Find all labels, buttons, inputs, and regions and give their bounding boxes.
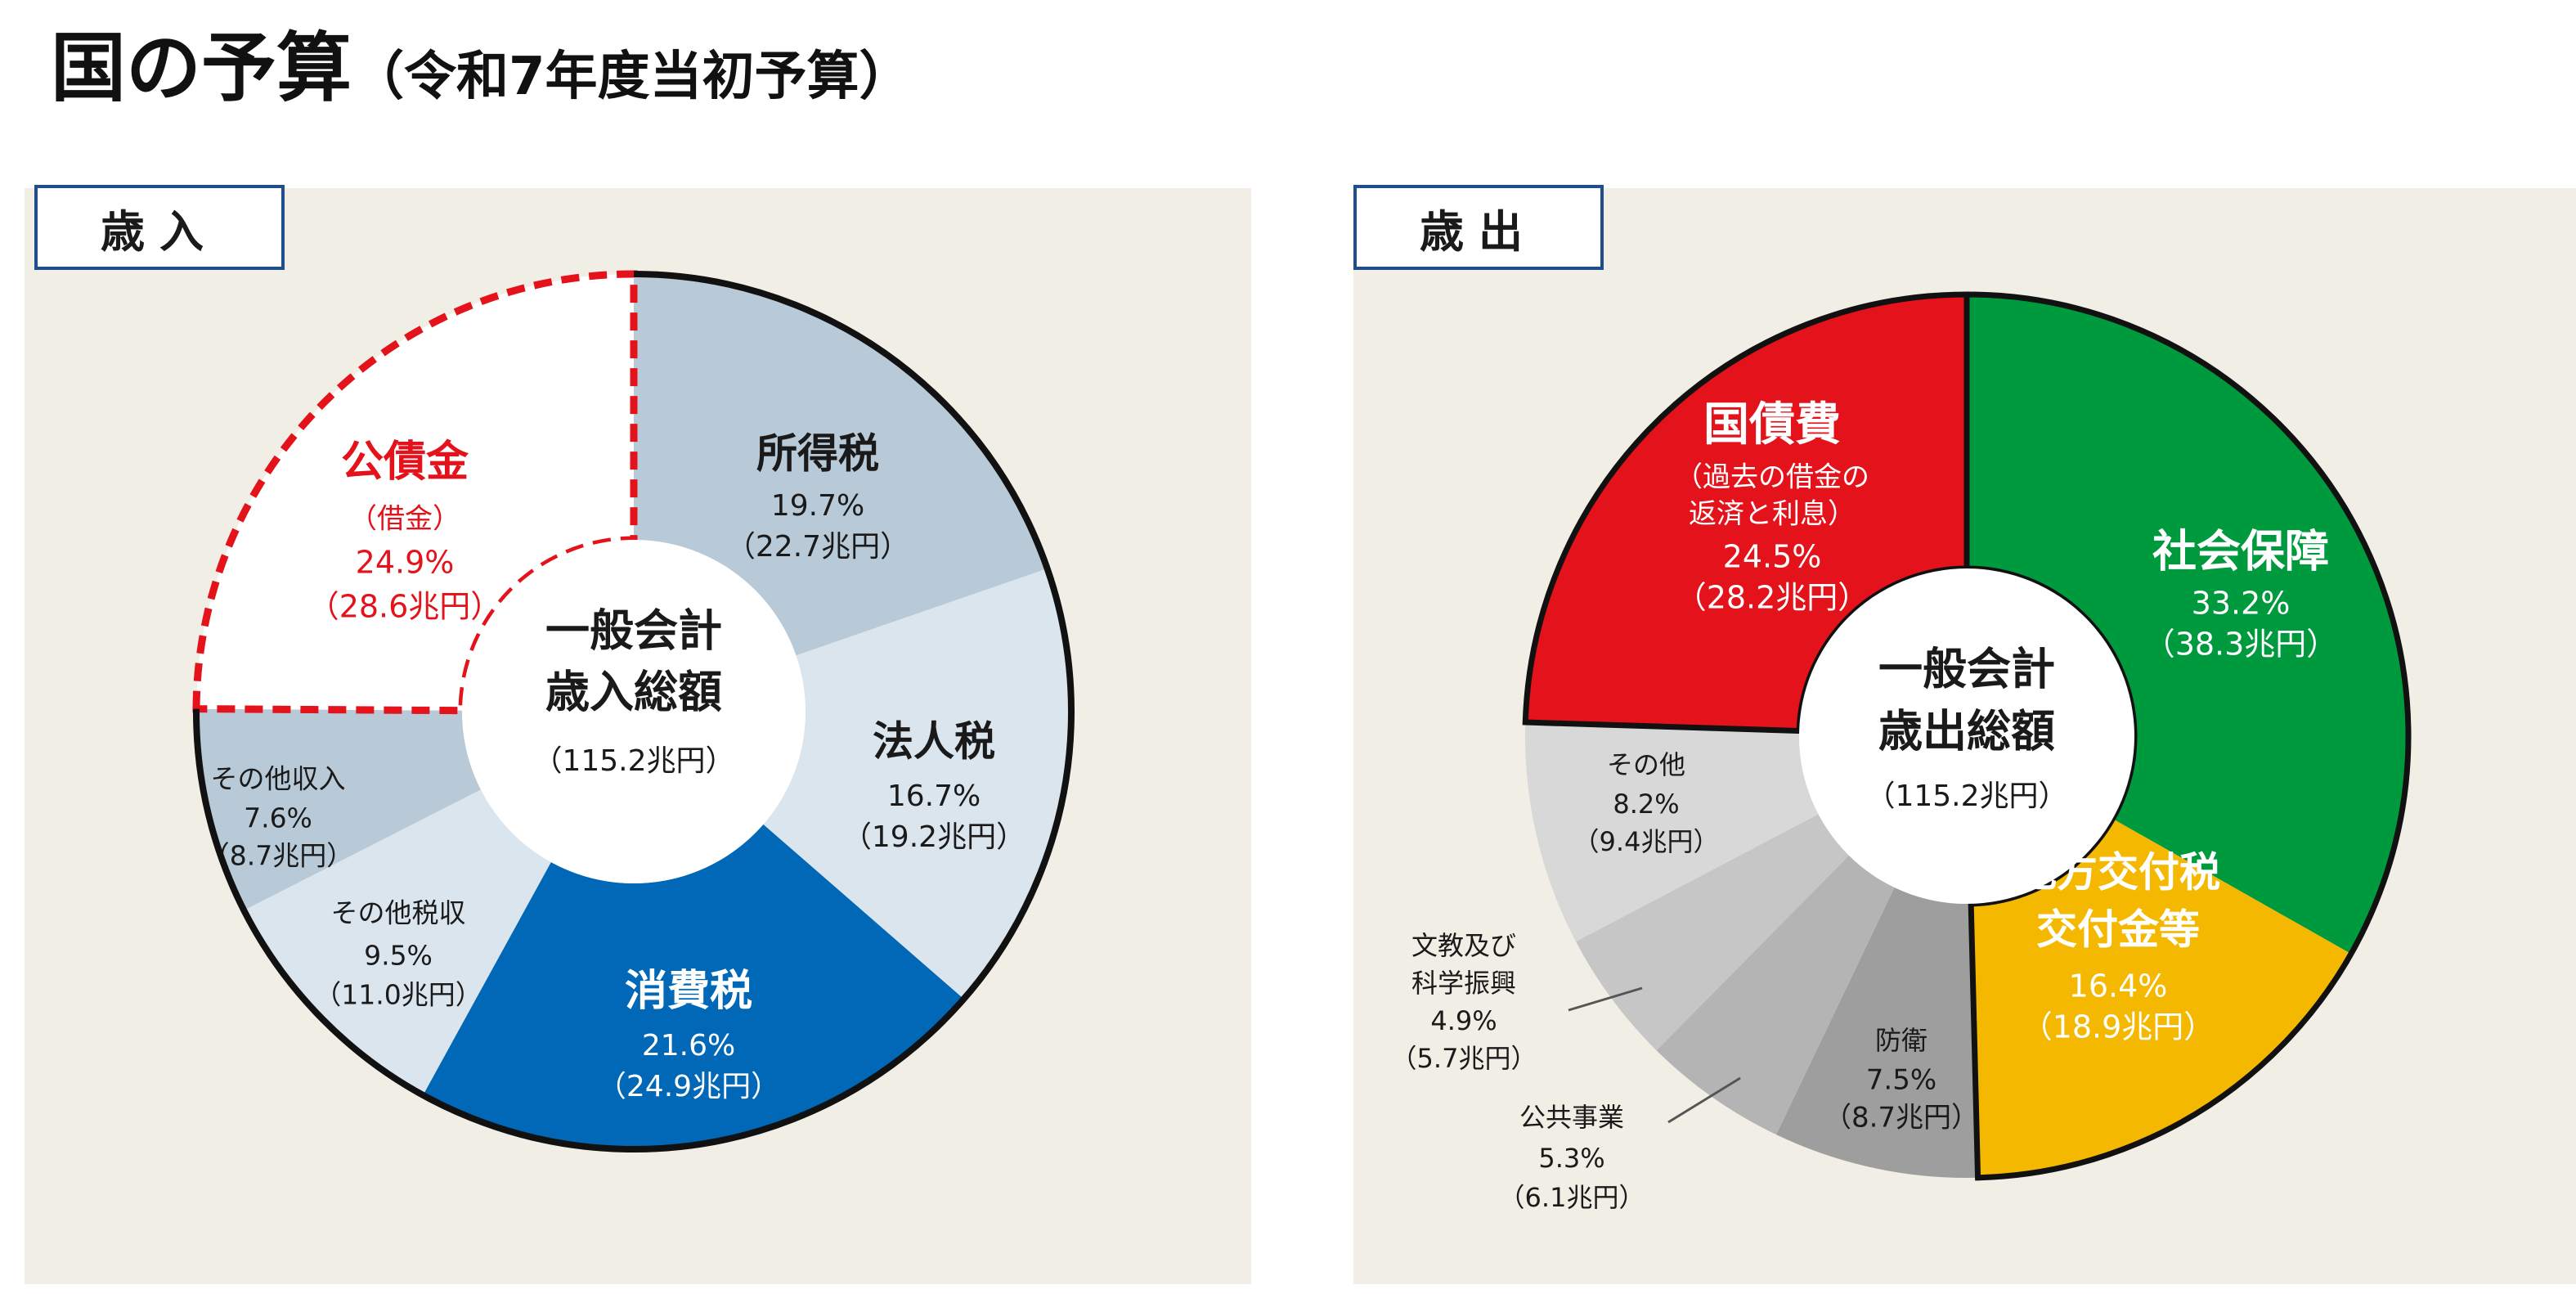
slice-label-name: 所得税 (756, 430, 879, 478)
page-title-main: 国の予算 (51, 25, 352, 112)
center-label-amount: （115.2兆円） (1865, 780, 2067, 813)
slice-label-name: 法人税 (873, 718, 995, 766)
slice-label-amount: （11.0兆円） (314, 979, 482, 1011)
slice-label-name2: 科学振興 (1411, 968, 1516, 999)
pie-slice-other_income (196, 708, 481, 910)
slice-label-sub: （借金） (349, 503, 460, 536)
pie-slice-local_allocation (1971, 819, 2351, 1178)
pie-slice-education_science (1575, 814, 1849, 1051)
slice-label-name: 文教及び (1411, 930, 1516, 961)
revenue-tab: 歳入 (34, 185, 285, 270)
slice-label-percent: 9.5% (364, 940, 433, 972)
pie-slice-consumption_tax (423, 824, 964, 1149)
slice-label-amount-label: （5.7兆円） (1391, 1043, 1537, 1074)
slice-label-amount: （19.2兆円） (842, 820, 1025, 854)
slice-label-amount-label: （18.9兆円） (2022, 1009, 2215, 1045)
pie-center-hole (462, 540, 806, 883)
leader-line-education (1568, 986, 1643, 1012)
slice-label-amount: （24.9兆円） (597, 1070, 780, 1103)
slice-label-amount-label: （6.1兆円） (1499, 1182, 1645, 1213)
pie-center-hole (1799, 568, 2134, 904)
pie-border-major (1963, 291, 2412, 1181)
slice-label-percent: 16.7% (887, 780, 981, 813)
slice-label-pct-label: 5.3% (1538, 1143, 1604, 1174)
slice-label-name: 防衛 (1875, 1025, 1928, 1056)
pie-slice-bonds (196, 273, 634, 711)
center-label-amount: （115.2兆円） (532, 744, 734, 778)
center-label-line2: 歳入総額 (545, 667, 722, 718)
slice-label-pct-label: 24.5% (1723, 539, 1822, 575)
center-label-line1: 一般会計 (1878, 644, 2055, 695)
slice-label-name: 公債金 (341, 438, 469, 487)
slice-label-percent: 21.6% (642, 1029, 735, 1063)
slice-label-pct-label: 33.2% (2192, 586, 2291, 622)
slice-label-name: 社会保障 (2152, 526, 2329, 577)
pie-slice-public_works (1656, 855, 1895, 1135)
slice-label-pct-label: 4.9% (1430, 1005, 1497, 1036)
slice-label-amount-label: （28.2兆円） (1676, 580, 1869, 616)
slice-label-amount-label: （38.3兆円） (2144, 627, 2338, 663)
slice-label-pct-label: 7.5% (1866, 1064, 1936, 1097)
slice-label-name: 国債費 (1703, 398, 1841, 452)
pie-slice-debt_service (1525, 294, 1967, 731)
pie-outer-border (193, 271, 1075, 1152)
slice-label-name: 公共事業 (1519, 1102, 1624, 1133)
slice-label-name2: 交付金等 (2036, 906, 2200, 954)
slice-label-sub2: 返済と利息） (1689, 498, 1856, 531)
slice-label-name: その他税収 (331, 897, 466, 929)
pie-slice-others (1525, 722, 1819, 942)
pie-slice-bonds-outline (192, 270, 638, 715)
expenditure-tab: 歳出 (1353, 185, 1604, 270)
page-title: 国の予算（令和7年度当初予算） (51, 31, 912, 106)
slice-label-name: その他収入 (211, 763, 346, 795)
slice-label-pct-label: 16.4% (2069, 968, 2168, 1004)
center-label-line2: 歳出総額 (1878, 706, 2055, 757)
pie-slice-social_security (1967, 294, 2408, 955)
leader-line-public-works (1667, 1076, 1741, 1124)
slice-label-name: その他 (1607, 749, 1685, 780)
pie-slice-corp_tax (763, 568, 1071, 1000)
pie-slice-defense (1776, 887, 1978, 1178)
center-label-line1: 一般会計 (545, 605, 722, 657)
slice-label-sub: （過去の借金の (1675, 461, 1869, 494)
slice-label-amount: （22.7兆円） (726, 530, 909, 564)
slice-label-percent: 19.7% (771, 489, 864, 523)
slice-label-percent: 24.9% (356, 545, 455, 581)
pie-slice-other_tax (244, 789, 551, 1095)
slice-label-name: 消費税 (625, 967, 752, 1016)
slice-label-amount-label: （8.7兆円） (1824, 1102, 1979, 1134)
slice-label-amount: （28.6兆円） (308, 589, 502, 625)
slice-label-amount-label: （9.4兆円） (1573, 826, 1720, 857)
pie-slice-income_tax (634, 274, 1048, 656)
slice-label-pct-label: 8.2% (1613, 789, 1679, 820)
page-title-sub: （令和7年度当初予算） (352, 47, 912, 107)
slice-label-percent: 7.6% (244, 802, 312, 834)
